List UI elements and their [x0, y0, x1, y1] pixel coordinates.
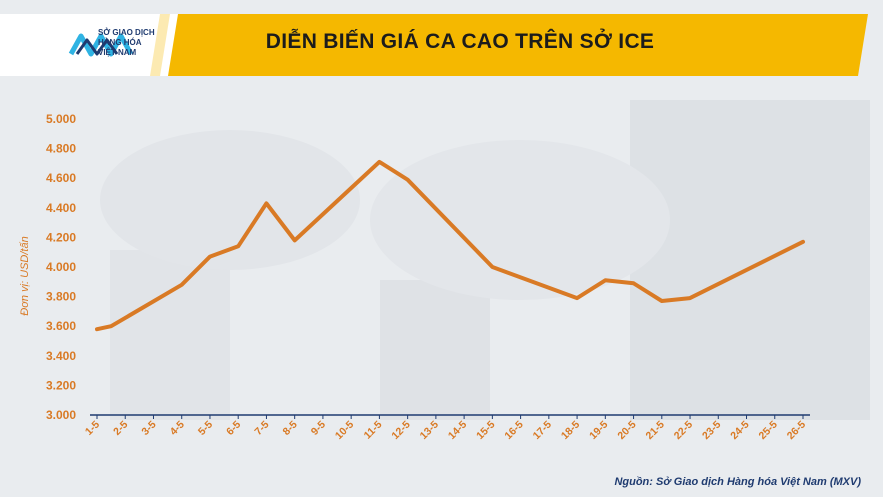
- x-tick-label: 10-5: [333, 419, 356, 442]
- x-tick-label: 11-5: [362, 419, 385, 442]
- y-tick-label: 4.400: [46, 201, 76, 215]
- x-tick-label: 23-5: [700, 419, 723, 442]
- x-tick-label: 18-5: [559, 419, 582, 442]
- logo-line-1: SỞ GIAO DỊCH: [98, 28, 155, 37]
- x-tick-label: 1-5: [83, 419, 102, 438]
- y-tick-label: 3.600: [46, 319, 76, 333]
- y-tick-label: 3.800: [46, 290, 76, 304]
- header-band: [0, 14, 868, 76]
- logo-icon: [68, 33, 134, 57]
- x-tick-label: 4-5: [168, 419, 187, 438]
- x-tick-label: 15-5: [474, 419, 497, 442]
- x-tick-label: 13-5: [418, 419, 441, 442]
- x-tick-label: 22-5: [672, 419, 695, 442]
- x-tick-label: 14-5: [446, 419, 469, 442]
- logo-text: SỞ GIAO DỊCH HÀNG HÓA VIỆT NAM: [98, 28, 188, 58]
- y-tick-label: 3.200: [46, 378, 76, 392]
- series-line: [95, 159, 805, 332]
- x-tick-label: 5-5: [196, 419, 215, 438]
- y-tick-label: 3.400: [46, 349, 76, 363]
- logo-line-3: VIỆT NAM: [98, 48, 137, 57]
- x-tick-label: 25-5: [757, 419, 780, 442]
- y-tick-label: 4.800: [46, 142, 76, 156]
- x-tick-label: 24-5: [728, 419, 751, 442]
- x-tick-label: 16-5: [502, 419, 525, 442]
- y-tick-label: 5.000: [46, 112, 76, 126]
- x-tick-label: 7-5: [252, 419, 271, 438]
- y-tick-label: 4.200: [46, 230, 76, 244]
- x-tick-label: 2-5: [111, 419, 130, 438]
- x-tick-label: 8-5: [281, 419, 300, 438]
- x-tick-label: 3-5: [139, 419, 158, 438]
- logo-line-2: HÀNG HÓA: [98, 38, 142, 47]
- y-tick-label: 4.600: [46, 171, 76, 185]
- chart-title: DIỄN BIẾN GIÁ CA CAO TRÊN SỞ ICE: [265, 30, 655, 53]
- x-tick-label: 26-5: [785, 419, 808, 442]
- x-tick-label: 17-5: [531, 419, 554, 442]
- x-tick-label: 9-5: [309, 419, 328, 438]
- source-note: Nguồn: Sở Giao dịch Hàng hóa Việt Nam (M…: [614, 476, 861, 488]
- x-tick-label: 19-5: [587, 419, 610, 442]
- x-tick-label: 12-5: [389, 419, 412, 442]
- y-tick-label: 3.000: [46, 408, 76, 422]
- x-tick-label: 6-5: [224, 419, 243, 438]
- x-tick-label: 20-5: [615, 419, 638, 442]
- x-tick-label: 21-5: [644, 419, 667, 442]
- y-tick-label: 4.000: [46, 260, 76, 274]
